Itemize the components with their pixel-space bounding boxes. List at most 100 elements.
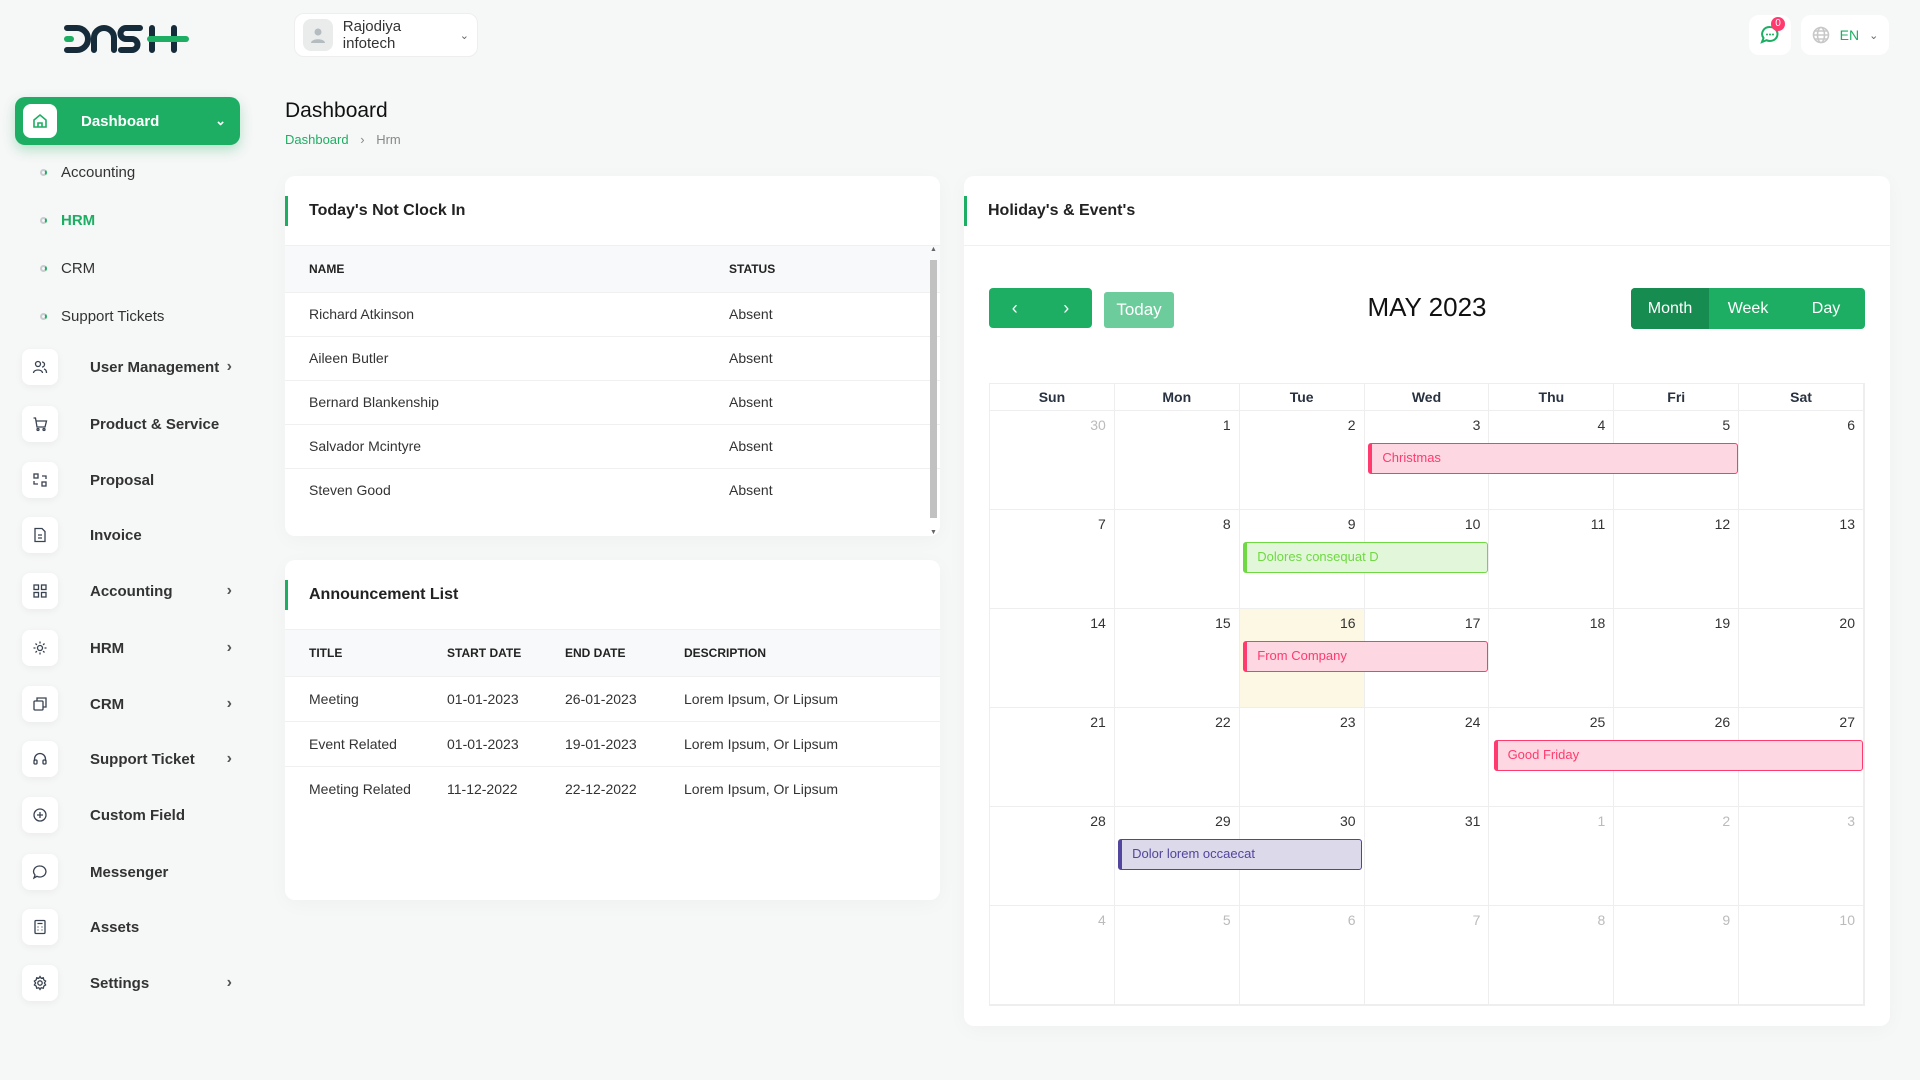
name-cell: Aileen Butler — [285, 335, 705, 380]
calendar-day[interactable]: 2 — [1240, 411, 1365, 509]
not-clock-in-table: NAME STATUS Richard Atkinson Absent Aileen B… — [285, 246, 940, 512]
sidebar-item-custom-field[interactable]: Custom Field — [22, 797, 232, 833]
calendar-day[interactable]: 28 — [990, 807, 1115, 905]
sidebar-item-label: Settings — [90, 974, 150, 992]
name-cell: Richard Atkinson — [285, 291, 705, 336]
calendar-day[interactable]: 30 — [1240, 807, 1365, 905]
calendar-event[interactable]: Christmas — [1368, 443, 1738, 474]
calendar-day[interactable]: 9 — [1614, 906, 1740, 1004]
weekday-header: Fri — [1614, 384, 1740, 411]
calendar-day[interactable]: 5 — [1614, 411, 1740, 509]
sidebar-item-label: User Management — [90, 358, 220, 376]
messages-button[interactable]: 0 — [1749, 15, 1791, 55]
calendar-day[interactable]: 14 — [990, 609, 1115, 707]
calendar-day[interactable]: 7 — [990, 510, 1115, 608]
calendar-day[interactable]: 7 — [1365, 906, 1490, 1004]
sidebar-item-invoice[interactable]: Invoice — [22, 517, 232, 553]
breadcrumb-dashboard[interactable]: Dashboard — [285, 132, 349, 147]
sidebar-item-assets[interactable]: Assets — [22, 909, 232, 945]
sidebar-subitem-hrm[interactable]: HRM — [40, 212, 95, 229]
sidebar-item-label: Support Ticket — [90, 750, 195, 768]
calendar-day[interactable]: 1 — [1489, 807, 1615, 905]
calendar-day[interactable]: 31 — [1365, 807, 1490, 905]
card-title: Today's Not Clock In — [285, 176, 940, 246]
calendar-card: Holiday's & Event's ‹ › Today MAY 2023 M… — [964, 176, 1890, 1026]
calendar-day[interactable]: 6 — [1240, 906, 1365, 1004]
prev-month-button[interactable]: ‹ — [1011, 297, 1018, 318]
company-switcher[interactable]: Rajodiya infotech ⌄ — [294, 13, 478, 57]
calendar-day[interactable]: 22 — [1115, 708, 1240, 806]
calendar-day[interactable]: 21 — [990, 708, 1115, 806]
calendar-event[interactable]: Dolores consequat D — [1243, 542, 1488, 573]
calendar-day[interactable]: 3 — [1739, 807, 1864, 905]
dash-logo[interactable] — [64, 24, 190, 59]
sidebar-item-dashboard[interactable]: Dashboard ⌄ — [15, 97, 240, 145]
title-cell: Meeting — [285, 675, 447, 721]
sidebar-subitem-crm[interactable]: CRM — [40, 260, 95, 277]
calendar-day[interactable]: 4 — [990, 906, 1115, 1004]
calendar-day[interactable]: 10 — [1365, 510, 1490, 608]
company-name: Rajodiya infotech — [342, 18, 402, 52]
calendar-day[interactable]: 11 — [1489, 510, 1615, 608]
today-button[interactable]: Today — [1104, 292, 1174, 328]
bullet-icon — [40, 169, 47, 176]
table-row: Event Related 01-01-2023 19-01-2023 Lorem I… — [285, 720, 940, 766]
calendar-day[interactable]: 27 — [1739, 708, 1864, 806]
sidebar-subitem-support-tickets[interactable]: Support Tickets — [40, 308, 164, 325]
calendar-day[interactable]: 19 — [1614, 609, 1740, 707]
invoice-icon — [22, 517, 58, 553]
chevron-down-icon: ⌄ — [215, 113, 226, 128]
chevron-down-icon: ⌄ — [1869, 29, 1879, 42]
end-date-cell: 26-01-2023 — [565, 675, 684, 721]
chevron-down-icon: ⌄ — [459, 29, 469, 42]
scrollbar[interactable]: ▲ ▼ — [930, 246, 937, 536]
calendar-day[interactable]: 8 — [1489, 906, 1615, 1004]
weekday-header: Thu — [1489, 384, 1615, 411]
sidebar-item-proposal[interactable]: Proposal — [22, 462, 232, 498]
scrollbar-thumb[interactable] — [930, 260, 937, 518]
calendar-day[interactable]: 23 — [1240, 708, 1365, 806]
calendar-day[interactable]: 17 — [1365, 609, 1490, 707]
sidebar-item-crm[interactable]: CRM › — [22, 686, 232, 722]
sidebar-item-product-service[interactable]: Product & Service — [22, 406, 232, 442]
calendar-day[interactable]: 8 — [1115, 510, 1240, 608]
calendar-day[interactable]: 20 — [1739, 609, 1864, 707]
gear-icon — [22, 965, 58, 1001]
announcement-table: TITLE START DATE END DATE DESCRIPTION Me… — [285, 630, 940, 811]
calendar-day[interactable]: 10 — [1739, 906, 1864, 1004]
sidebar-item-hrm[interactable]: HRM › — [22, 630, 232, 666]
sidebar-item-support-ticket[interactable]: Support Ticket › — [22, 741, 232, 777]
sidebar-item-settings[interactable]: Settings › — [22, 965, 232, 1001]
language-code: EN — [1839, 27, 1860, 43]
crm-icon — [22, 686, 58, 722]
calendar-day[interactable]: 13 — [1739, 510, 1864, 608]
calendar-day[interactable]: 5 — [1115, 906, 1240, 1004]
sidebar-item-messenger[interactable]: Messenger — [22, 854, 232, 890]
calendar-day[interactable]: 12 — [1614, 510, 1740, 608]
sidebar-subitem-accounting[interactable]: Accounting — [40, 164, 135, 181]
language-selector[interactable]: EN ⌄ — [1801, 15, 1889, 55]
sidebar-item-label: Product & Service — [90, 415, 220, 433]
calendar-event[interactable]: Good Friday — [1493, 740, 1863, 771]
calendar-day[interactable]: 6 — [1739, 411, 1864, 509]
view-day-button[interactable]: Day — [1811, 299, 1841, 317]
calendar-week: 4 5 6 7 8 9 10 — [990, 906, 1864, 1005]
headset-icon — [22, 741, 58, 777]
calendar-event[interactable]: Dolor lorem occaecat — [1118, 839, 1363, 870]
sidebar-item-user-management[interactable]: User Management › — [22, 349, 232, 385]
calendar-event[interactable]: From Company — [1243, 641, 1488, 672]
calendar-day[interactable]: 24 — [1365, 708, 1490, 806]
next-month-button[interactable]: › — [1063, 297, 1070, 318]
page-title: Dashboard — [285, 99, 388, 122]
view-month-button[interactable]: Month — [1631, 288, 1709, 329]
calendar-day[interactable]: 2 — [1614, 807, 1740, 905]
calendar-day[interactable]: 18 — [1489, 609, 1615, 707]
calendar-day[interactable]: 15 — [1115, 609, 1240, 707]
home-icon — [23, 104, 57, 138]
view-week-button[interactable]: Week — [1727, 299, 1769, 317]
col-title: TITLE — [285, 630, 447, 676]
sidebar-item-accounting[interactable]: Accounting › — [22, 573, 232, 609]
calendar-day[interactable]: 30 — [990, 411, 1115, 509]
calendar-day[interactable]: 1 — [1115, 411, 1240, 509]
table-row: Meeting 01-01-2023 26-01-2023 Lorem Ipsum, … — [285, 675, 940, 721]
